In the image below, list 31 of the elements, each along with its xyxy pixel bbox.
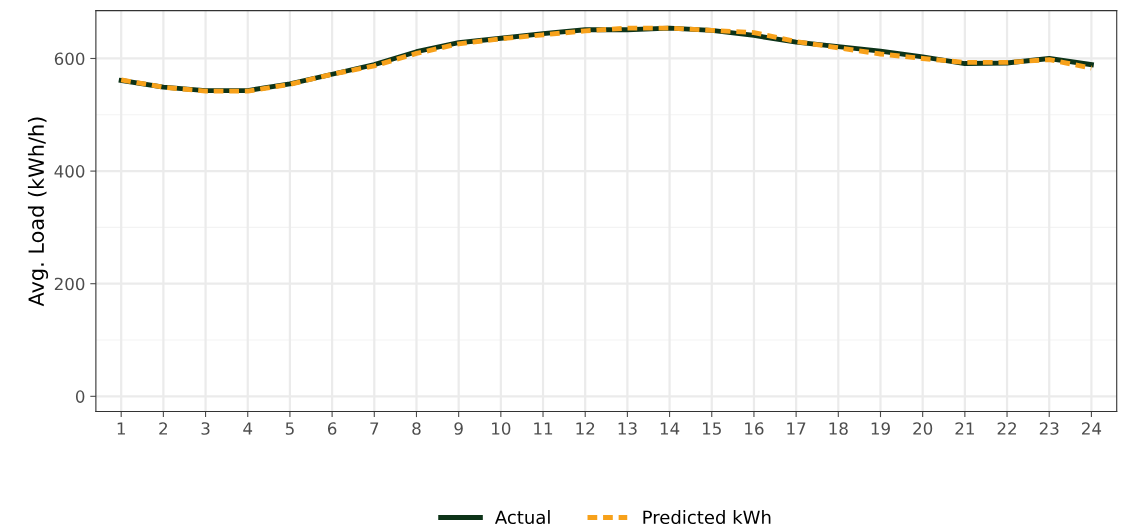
x-tick-label: 12 (576, 422, 595, 435)
y-tick-label: 400 (54, 165, 85, 178)
x-tick-label: 10 (492, 422, 511, 435)
y-tick-label: 200 (54, 277, 85, 291)
x-tick-label: 2 (159, 422, 168, 435)
x-tick-label: 14 (660, 422, 680, 435)
x-tick-label: 4 (243, 422, 253, 435)
x-tick-label: 6 (327, 422, 337, 435)
y-tick-label: 0 (75, 390, 85, 403)
x-tick-label: 22 (997, 422, 1016, 435)
x-tick-label: 1 (117, 422, 125, 435)
x-tick-label: 5 (285, 422, 294, 435)
x-tick-label: 18 (829, 422, 848, 435)
x-tick-label: 17 (787, 422, 806, 435)
y-axis-title: Avg. Load (kWh/h) (27, 117, 49, 307)
x-tick-label: 3 (201, 422, 210, 435)
x-tick-label: 20 (913, 422, 933, 435)
x-tick-label: 21 (955, 422, 974, 435)
legend-label: Predicted kWh (643, 510, 771, 525)
y-tick-label: 600 (54, 52, 85, 66)
x-tick-label: 9 (454, 422, 463, 435)
x-tick-label: 23 (1039, 422, 1059, 435)
legend-label: Actual (494, 510, 550, 525)
x-tick-label: 19 (871, 422, 890, 435)
x-tick-label: 7 (370, 422, 379, 435)
x-tick-label: 15 (702, 422, 721, 435)
x-tick-label: 8 (412, 422, 421, 435)
x-tick-label: 13 (618, 422, 637, 435)
x-tick-label: 24 (1082, 422, 1102, 435)
x-tick-label: 11 (534, 422, 553, 435)
x-tick-label: 16 (745, 422, 764, 435)
